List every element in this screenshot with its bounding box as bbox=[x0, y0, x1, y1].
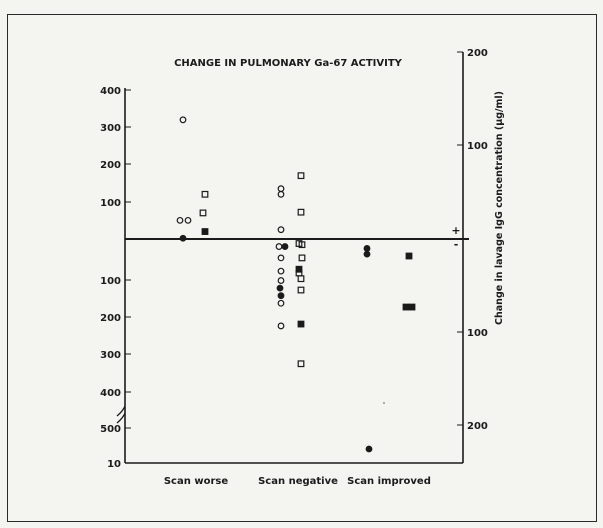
tick-label: 100 bbox=[100, 276, 121, 287]
open-circle-point bbox=[277, 322, 285, 330]
chart-title: CHANGE IN PULMONARY Ga-67 ACTIVITY bbox=[174, 58, 403, 69]
filled-square-point bbox=[295, 265, 303, 273]
open-circle-point bbox=[277, 185, 285, 193]
tick-label: 300 bbox=[100, 123, 121, 134]
right-axis-label: Change in lavage IgG concentration (µg/m… bbox=[494, 91, 505, 325]
filled-circle-point bbox=[179, 234, 187, 242]
filled-square-point bbox=[297, 320, 305, 328]
data-marks bbox=[176, 116, 416, 453]
open-square-point bbox=[298, 254, 306, 262]
plus-sign: + bbox=[451, 224, 460, 237]
left-axis-break bbox=[116, 405, 126, 424]
print-speck bbox=[383, 402, 385, 404]
open-square-point bbox=[199, 209, 207, 217]
filled-square-point bbox=[408, 303, 416, 311]
left-upper-ticks: 400 300 200 100 bbox=[100, 86, 131, 209]
filled-square-point bbox=[405, 252, 413, 260]
filled-circle-point bbox=[281, 243, 289, 250]
open-circle-point bbox=[277, 226, 285, 234]
figure-frame bbox=[7, 14, 597, 522]
tick-label: 200 bbox=[100, 160, 121, 171]
tick-label: 400 bbox=[100, 86, 121, 97]
right-axis-ticks: 200 100 100 200 + - bbox=[451, 48, 488, 432]
filled-circle-point bbox=[276, 284, 284, 292]
filled-square-point bbox=[201, 228, 209, 235]
open-circle-point bbox=[179, 116, 187, 124]
open-square-point bbox=[297, 172, 305, 180]
right-tick-label: 100 bbox=[467, 328, 488, 339]
right-tick-label: 200 bbox=[467, 421, 488, 432]
tick-label: 400 bbox=[100, 388, 121, 399]
open-circle-point bbox=[275, 243, 283, 250]
tick-label: 300 bbox=[100, 350, 121, 361]
filled-square-point bbox=[402, 303, 410, 311]
category-label-scan-worse: Scan worse bbox=[164, 476, 228, 487]
open-circle-point bbox=[184, 216, 192, 224]
tick-label: 10 bbox=[107, 459, 121, 470]
filled-circle-point bbox=[363, 250, 371, 258]
open-square-point bbox=[298, 241, 306, 249]
filled-circle-point bbox=[277, 292, 285, 300]
category-label-scan-negative: Scan negative bbox=[258, 476, 338, 487]
open-square-point bbox=[297, 286, 305, 294]
open-circle-point bbox=[277, 267, 285, 275]
open-circle-point bbox=[176, 216, 184, 224]
tick-label: 200 bbox=[100, 313, 121, 324]
filled-circle-point bbox=[365, 445, 373, 453]
open-circle-point bbox=[277, 277, 285, 284]
filled-circle-point bbox=[363, 245, 371, 252]
open-square-point bbox=[297, 360, 305, 368]
category-label-scan-improved: Scan improved bbox=[347, 476, 431, 487]
open-circle-point bbox=[277, 190, 285, 198]
left-lower-ticks: 100 200 300 400 500 10 bbox=[100, 276, 131, 470]
tick-label: 500 bbox=[100, 424, 121, 435]
right-tick-label: 200 bbox=[467, 48, 488, 59]
open-square-point bbox=[201, 190, 209, 198]
open-square-point bbox=[297, 208, 305, 216]
minus-sign: - bbox=[454, 238, 459, 251]
tick-label: 100 bbox=[100, 198, 121, 209]
open-circle-point bbox=[277, 299, 285, 307]
open-square-point bbox=[297, 275, 305, 283]
open-circle-point bbox=[277, 254, 285, 262]
right-tick-label: 100 bbox=[467, 141, 488, 152]
